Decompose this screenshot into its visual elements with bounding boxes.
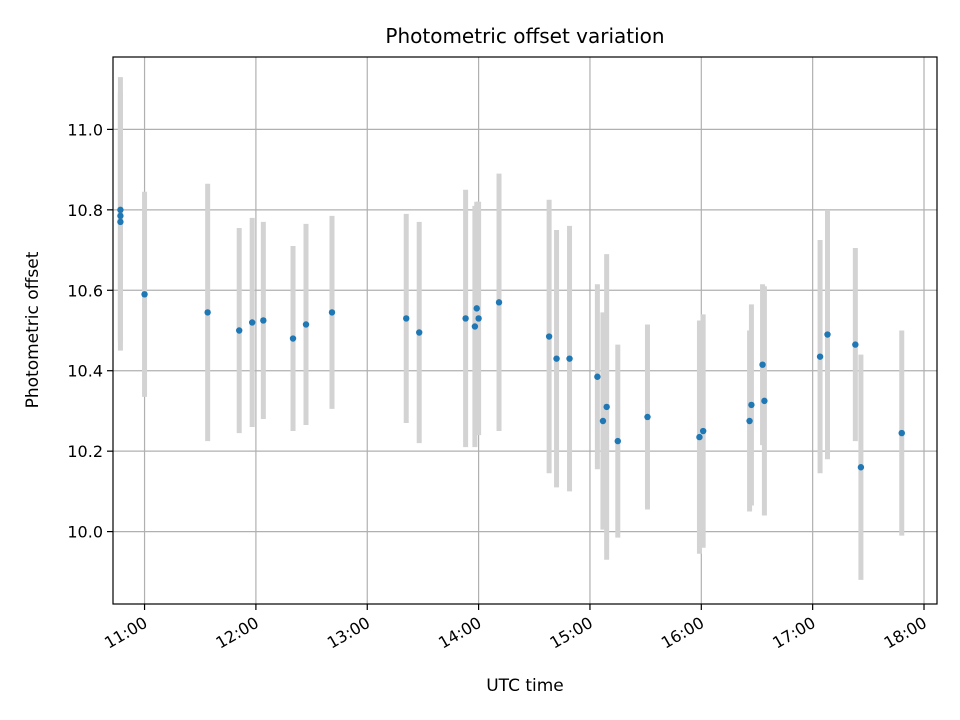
data-point xyxy=(117,206,124,214)
x-tick-label: 14:00 xyxy=(435,613,484,653)
data-point xyxy=(748,401,755,409)
data-points xyxy=(117,206,905,471)
data-point xyxy=(599,417,607,425)
data-point xyxy=(857,464,865,471)
x-tick-label: 13:00 xyxy=(324,613,373,653)
data-point xyxy=(824,331,831,338)
x-axis-label: UTC time xyxy=(486,676,564,696)
x-tick-label: 16:00 xyxy=(658,613,707,653)
data-point xyxy=(644,413,651,421)
plot-frame xyxy=(112,56,938,605)
data-point xyxy=(696,433,703,441)
x-tick-label: 11:00 xyxy=(101,613,150,653)
data-point xyxy=(403,315,410,322)
x-tick-label: 15:00 xyxy=(547,613,596,653)
data-point xyxy=(594,373,601,380)
chart-title: Photometric offset variation xyxy=(385,24,664,48)
data-point xyxy=(898,429,905,437)
data-point xyxy=(471,323,479,330)
data-point xyxy=(553,355,560,362)
x-tick-label: 18:00 xyxy=(881,613,930,653)
x-tick-label: 17:00 xyxy=(769,613,818,653)
y-tick-label: 10.4 xyxy=(67,362,103,381)
data-point xyxy=(746,417,753,425)
data-point xyxy=(566,355,573,362)
y-tick-label: 11.0 xyxy=(67,120,103,139)
data-point xyxy=(260,317,267,324)
y-axis-label: Photometric offset xyxy=(23,251,43,408)
data-point xyxy=(117,212,124,220)
data-point xyxy=(816,353,824,360)
data-point xyxy=(248,319,256,326)
data-point xyxy=(495,299,503,306)
data-point xyxy=(852,341,859,348)
data-point xyxy=(302,321,310,328)
data-point xyxy=(235,327,243,334)
data-point xyxy=(759,361,766,368)
data-point xyxy=(462,315,469,322)
data-point xyxy=(141,291,148,298)
data-point xyxy=(289,335,297,342)
data-point xyxy=(473,305,480,312)
data-point xyxy=(204,309,211,316)
x-tick-label: 12:00 xyxy=(212,613,261,653)
data-point xyxy=(416,329,423,336)
data-point xyxy=(614,437,621,445)
data-point xyxy=(475,315,482,322)
y-tick-label: 10.2 xyxy=(67,442,103,461)
data-point xyxy=(545,333,553,340)
data-point xyxy=(117,218,124,226)
data-point xyxy=(761,397,768,405)
data-point xyxy=(699,427,707,435)
y-tick-label: 10.0 xyxy=(67,523,103,542)
data-point xyxy=(328,309,336,316)
y-tick-label: 10.6 xyxy=(67,281,103,300)
y-tick-label: 10.8 xyxy=(67,201,103,220)
data-point xyxy=(603,403,610,411)
